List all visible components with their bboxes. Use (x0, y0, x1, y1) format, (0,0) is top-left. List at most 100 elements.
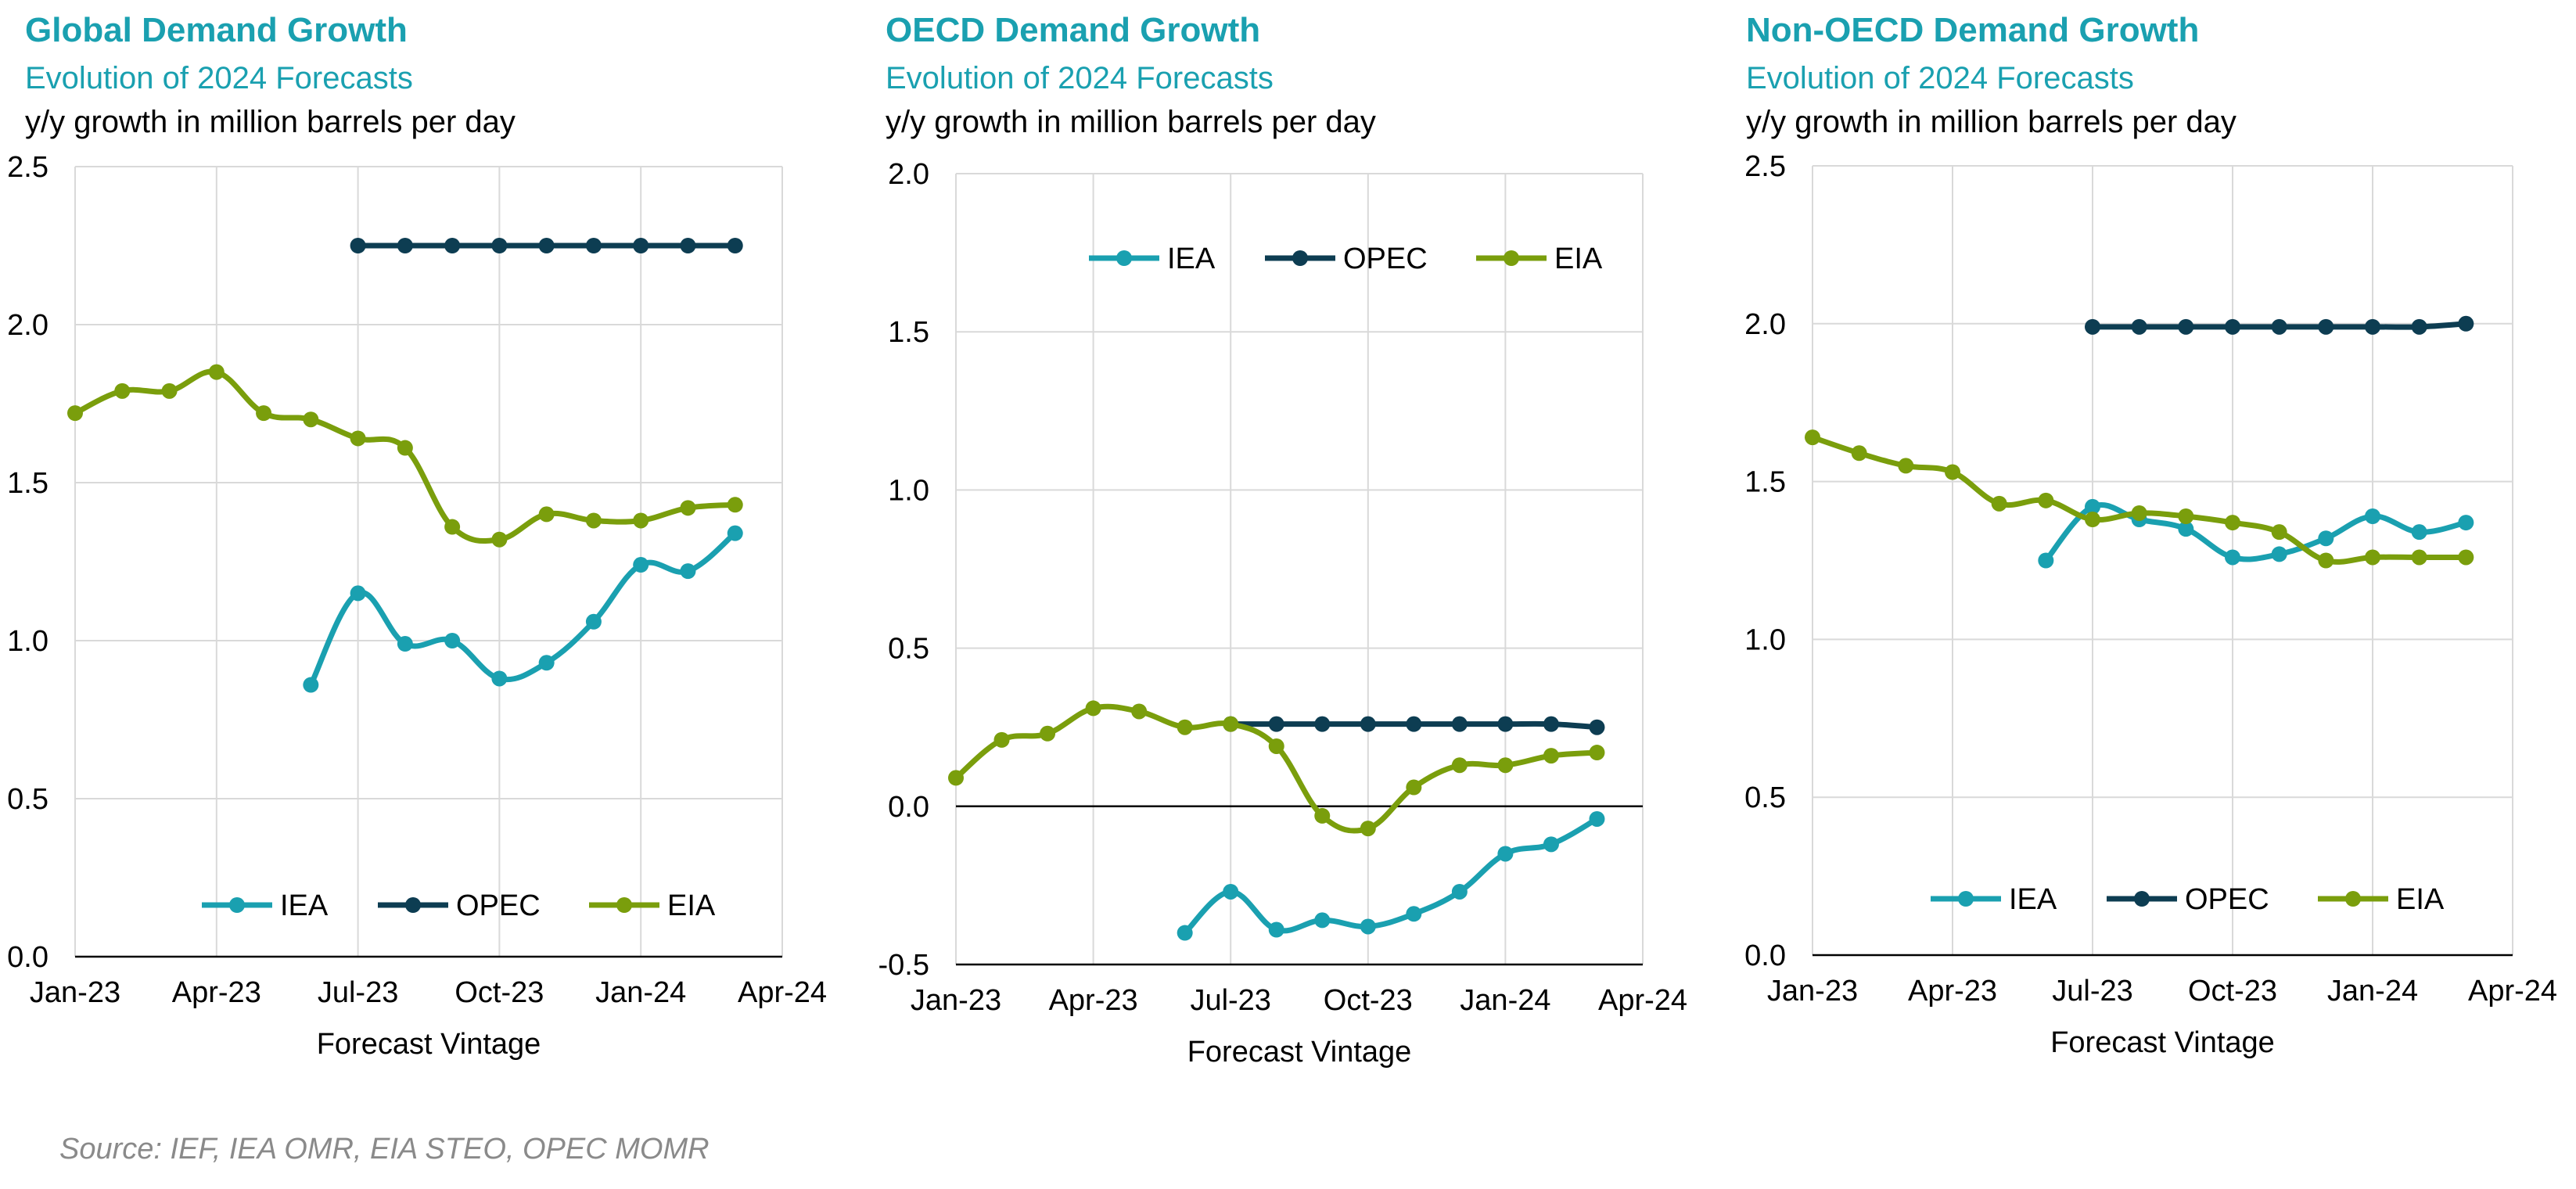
data-point-eia (2225, 515, 2240, 531)
data-point-iea (633, 557, 649, 573)
data-point-eia (2085, 512, 2100, 528)
y-axis-unit-label: y/y growth in million barrels per day (886, 105, 1376, 139)
y-tick-label: 1.0 (1744, 623, 1786, 656)
data-point-eia (1040, 725, 1056, 742)
data-point-iea (1177, 925, 1193, 941)
data-point-iea (2365, 508, 2380, 524)
y-tick-label: 1.0 (7, 625, 49, 658)
gridlines (1812, 165, 2513, 956)
x-tick-label: Apr-23 (1049, 984, 1138, 1017)
data-point-eia (727, 497, 743, 513)
data-point-eia (350, 430, 366, 447)
data-point-opec (2225, 318, 2240, 335)
legend: IEA OPEC EIA (1931, 883, 2445, 916)
data-point-eia (1543, 748, 1559, 764)
data-point-eia (1497, 757, 1514, 774)
y-axis-unit-label: y/y growth in million barrels per day (25, 105, 516, 139)
data-point-iea (1543, 836, 1559, 853)
series-iea (303, 525, 743, 693)
data-point-iea (2038, 552, 2054, 569)
y-tick-label: 2.0 (1744, 308, 1786, 341)
x-tick-label: Jan-23 (911, 984, 1001, 1017)
series-line-iea (1182, 816, 1600, 936)
data-point-iea (350, 585, 366, 602)
source-note: Source: IEF, IEA OMR, EIA STEO, OPEC MOM… (59, 1133, 710, 1166)
data-point-iea (585, 613, 602, 630)
data-point-opec (1497, 716, 1514, 732)
data-point-opec (2271, 318, 2287, 335)
data-point-iea (2458, 515, 2474, 531)
y-tick-label: 0.5 (888, 633, 929, 666)
series-eia (1805, 429, 2474, 569)
legend-marker-iea (229, 897, 245, 913)
data-point-opec (1360, 716, 1376, 732)
non-oecd-demand-chart: 0.0 0.5 1.0 1.5 2.0 2.5 Jan-23 Apr-23 Jul-23 Oct-… (1744, 150, 2557, 1059)
data-point-eia (114, 383, 131, 399)
data-point-iea (2225, 549, 2240, 566)
data-point-opec (1451, 716, 1468, 732)
data-point-eia (208, 364, 225, 380)
data-point-eia (1177, 719, 1193, 735)
legend-label-eia: EIA (1554, 242, 1603, 275)
data-point-iea (303, 677, 319, 693)
data-point-iea (1268, 921, 1284, 938)
x-axis-title: Forecast Vintage (317, 1028, 541, 1061)
data-point-eia (1085, 700, 1101, 717)
global-demand-panel: Global Demand Growth Evolution of 2024 F… (0, 0, 860, 1095)
panel-title: OECD Demand Growth (886, 11, 1261, 49)
data-point-iea (2085, 498, 2100, 515)
data-point-eia (1268, 738, 1284, 754)
data-point-iea (2411, 524, 2427, 541)
panel-subtitle: Evolution of 2024 Forecasts (1746, 61, 2134, 95)
data-point-iea (1360, 918, 1376, 935)
data-point-eia (1131, 703, 1148, 720)
data-point-iea (444, 633, 461, 648)
legend-marker-eia (2345, 891, 2361, 907)
legend-label-opec: OPEC (456, 889, 541, 922)
x-tick-label: Apr-23 (1908, 975, 1997, 1008)
y-tick-label: 0.5 (1744, 781, 1786, 814)
legend-label-iea: IEA (1167, 242, 1216, 275)
data-point-opec (1406, 716, 1422, 732)
legend-marker-opec (1292, 250, 1308, 266)
data-point-iea (397, 636, 413, 652)
series-eia (948, 700, 1605, 837)
legend-label-eia: EIA (2396, 883, 2445, 916)
data-point-opec (2365, 318, 2380, 335)
data-point-opec (350, 238, 366, 253)
data-point-opec (2411, 318, 2427, 335)
data-point-opec (1543, 716, 1559, 732)
data-point-iea (1589, 810, 1605, 827)
data-point-opec (538, 238, 555, 253)
x-tick-label: Apr-24 (1598, 984, 1687, 1017)
data-point-eia (303, 411, 319, 428)
panel-subtitle: Evolution of 2024 Forecasts (25, 61, 413, 95)
data-point-eia (2365, 549, 2380, 566)
legend-label-iea: IEA (2009, 883, 2057, 916)
data-point-opec (585, 238, 602, 253)
y-tick-label: 1.5 (888, 316, 929, 349)
data-point-eia (538, 506, 555, 523)
series-iea (1177, 810, 1605, 941)
data-point-opec (2085, 318, 2100, 335)
series-line-iea (307, 530, 738, 688)
data-point-eia (948, 770, 964, 786)
x-tick-label: Jan-24 (595, 976, 686, 1009)
data-point-eia (680, 500, 696, 516)
data-point-iea (1314, 912, 1331, 929)
data-point-eia (2271, 524, 2287, 541)
data-point-opec (2318, 318, 2334, 335)
y-tick-label: 0.5 (7, 783, 49, 816)
data-point-eia (161, 383, 178, 399)
y-tick-label: 1.0 (888, 474, 929, 507)
panel-title: Non-OECD Demand Growth (1746, 11, 2200, 49)
y-tick-label: 1.5 (1744, 466, 1786, 499)
data-point-iea (1223, 883, 1239, 900)
x-axis-title: Forecast Vintage (1187, 1036, 1412, 1069)
data-point-eia (67, 405, 83, 422)
data-point-eia (1805, 429, 1820, 446)
series-opec (350, 238, 743, 253)
y-tick-label: 1.5 (7, 467, 49, 500)
data-point-eia (1360, 821, 1376, 837)
